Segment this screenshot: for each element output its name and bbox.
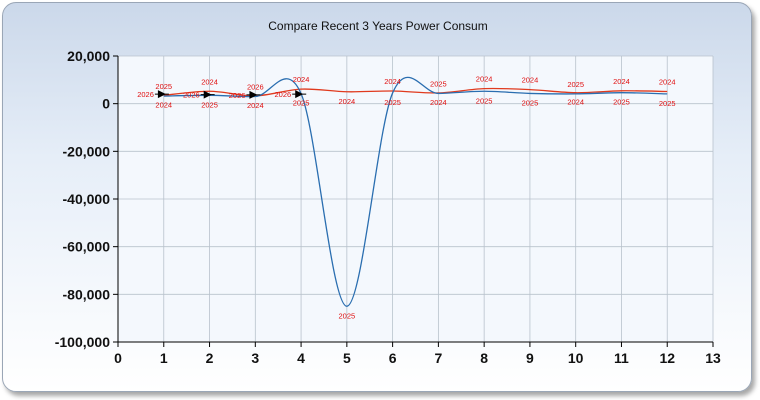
data-label: 2024 [293,75,310,84]
data-label: 2024 [247,101,264,110]
data-label: 2026 [247,83,264,92]
data-label: 2025 [567,80,584,89]
data-label: 2024 [613,77,630,86]
series-line-2025 [163,76,668,307]
x-tick-label: 6 [389,350,397,366]
x-tick-label: 3 [251,350,259,366]
y-tick-label: 20,000 [67,48,110,64]
y-tick-label: -40,000 [63,191,111,207]
data-label: 2024 [384,77,401,86]
y-tick-label: 0 [102,96,110,112]
data-label: 2024 [155,100,172,109]
data-label: 2025 [201,100,218,109]
data-label: 2024 [201,77,218,86]
data-label: 2025 [155,82,172,91]
data-label: 2024 [430,98,447,107]
data-label: 2025 [522,98,539,107]
x-tick-label: 7 [434,350,442,366]
y-tick-label: -80,000 [63,286,111,302]
data-label: 2024 [522,76,539,85]
x-tick-label: 8 [480,350,488,366]
y-tick-label: -60,000 [63,239,111,255]
x-tick-label: 13 [705,350,721,366]
y-tick-label: -20,000 [63,143,111,159]
data-label: 2025 [476,96,493,105]
x-tick-label: 4 [297,350,305,366]
x-tick-label: 11 [614,350,629,366]
data-label: 2025 [659,99,676,108]
data-label: 2025 [613,98,630,107]
data-label: 2025 [293,99,310,108]
data-label: 2024 [476,75,493,84]
series-2026-marker [249,90,258,99]
x-tick-label: 1 [160,350,168,366]
x-tick-label: 2 [206,350,214,366]
data-label: 2026 [275,90,292,99]
x-tick-label: 5 [343,350,351,366]
series-2026-marker [157,90,166,99]
y-tick-label: -100,000 [55,334,110,350]
x-tick-label: 10 [568,350,584,366]
data-label: 2026 [229,91,246,100]
data-label: 2024 [339,97,356,106]
data-label: 2025 [339,311,356,320]
x-tick-label: 9 [526,350,534,366]
data-label: 2025 [430,79,447,88]
x-tick-label: 12 [659,350,675,366]
data-label: 2024 [659,78,676,87]
x-tick-label: 0 [114,350,122,366]
data-label: 2026 [183,91,200,100]
series-2026-marker [295,90,304,99]
data-label: 2026 [137,90,154,99]
data-label: 2025 [384,98,401,107]
series-2026-marker [203,90,212,99]
data-label: 2024 [567,98,584,107]
chart-title: Compare Recent 3 Years Power Consum [268,19,488,33]
